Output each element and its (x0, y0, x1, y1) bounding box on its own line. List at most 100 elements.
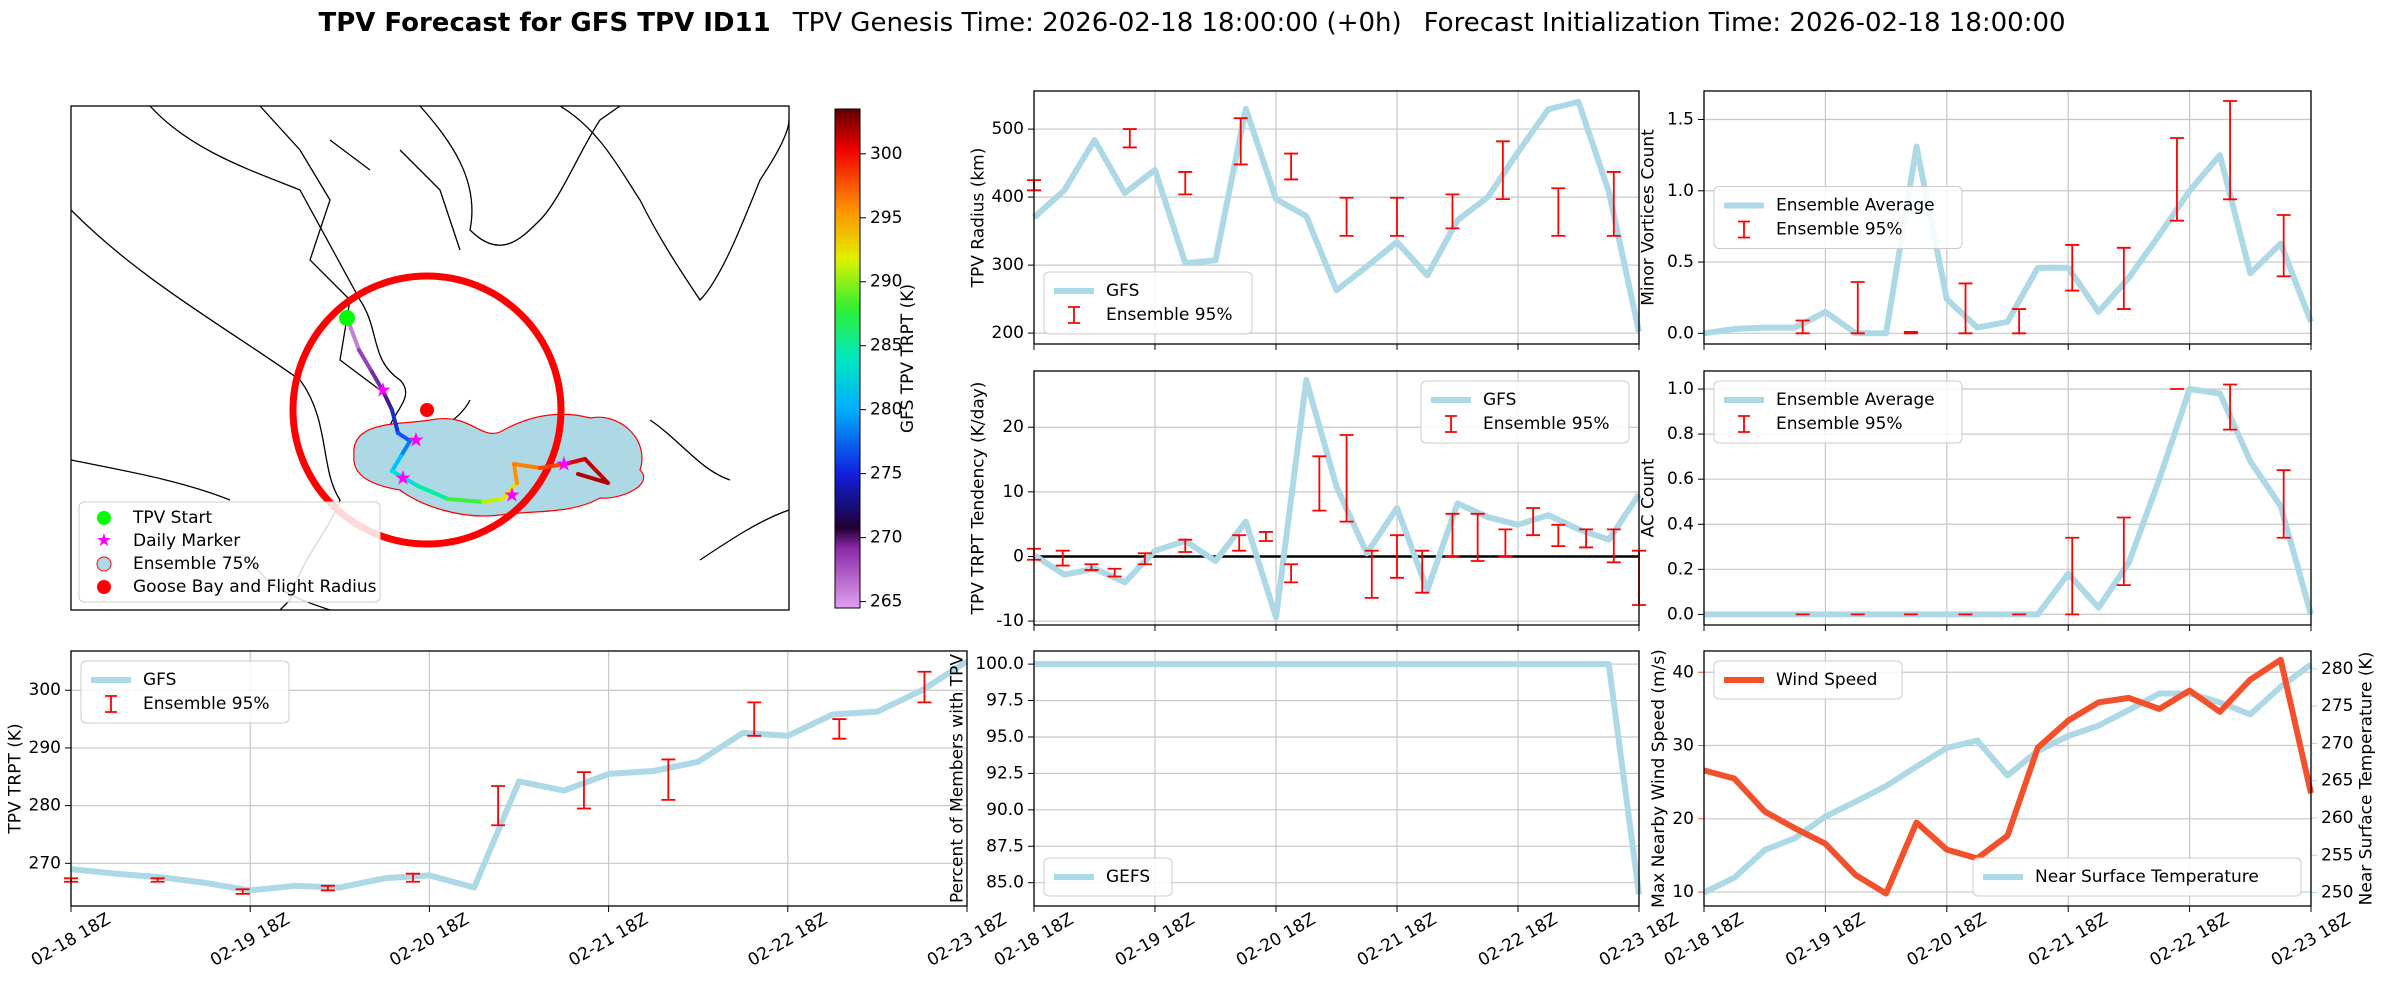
error-bar (1795, 319, 1810, 335)
error-bar (1178, 171, 1193, 196)
colorbar-tick-label: 265 (870, 592, 902, 612)
legend-box (1043, 857, 1173, 897)
error-bar (1526, 507, 1541, 537)
y-tick-label: 1.0 (1667, 379, 1694, 399)
y-tick-label: -10 (996, 611, 1024, 631)
error-bar (405, 872, 420, 883)
daily-markers: ★ ★ ★ ★ ★ (374, 378, 573, 507)
y2-tick-label: 265 (2321, 771, 2353, 791)
y-tick-label: 270 (29, 853, 61, 873)
legend-label: GFS (1483, 390, 1516, 410)
track-segment (390, 408, 400, 435)
legend-label: Daily Marker (133, 531, 240, 551)
x-tick-label: 02-22 18Z (1475, 909, 1561, 970)
legend-label: Ensemble 75% (133, 554, 260, 574)
legend-marker: ★ (96, 530, 112, 551)
error-bar (1284, 563, 1299, 584)
legend-label: Ensemble 95% (1483, 414, 1610, 434)
y-tick-label: 300 (29, 680, 61, 700)
error-bar (2116, 246, 2131, 310)
legend-marker (97, 511, 111, 525)
error-bar (1137, 552, 1152, 566)
error-bar (320, 884, 335, 892)
error-bar (661, 758, 676, 801)
y-tick-label: 0.4 (1667, 514, 1694, 534)
x-tick-label: 02-21 18Z (2025, 909, 2111, 970)
y-axis-label: TPV Radius (km) (969, 148, 989, 289)
x-tick-label: 02-22 18Z (2146, 909, 2232, 970)
legend-label: GFS (1106, 281, 1139, 301)
y2-tick-label: 250 (2321, 883, 2353, 903)
greenland (559, 106, 789, 302)
legend-marker (97, 580, 111, 594)
y-axis-label: Minor Vortices Count (1639, 129, 1659, 306)
error-bar (917, 670, 932, 704)
y2-tick-label: 270 (2321, 733, 2353, 753)
x-tick-label: 02-18 18Z (28, 909, 114, 970)
axes-frame (1703, 650, 2312, 907)
x-tick-label: 02-20 18Z (1904, 909, 1990, 970)
y-tick-label: 0.0 (1667, 604, 1694, 624)
error-bar (1339, 434, 1354, 523)
error-bar (1495, 140, 1510, 201)
error-bar (747, 701, 762, 737)
error-bar (1390, 196, 1404, 237)
colorbar-tick-label: 280 (870, 400, 902, 420)
error-bar (2223, 100, 2238, 201)
legend-swatch (1738, 220, 1750, 239)
y-axis-label: AC Count (1639, 458, 1659, 537)
legend-box (1043, 271, 1253, 335)
flight-radius (289, 272, 565, 548)
x-tick-label: 02-20 18Z (1233, 909, 1319, 970)
colorbar (834, 108, 861, 609)
y2-tick-label: 255 (2321, 845, 2353, 865)
axes-frame (1703, 90, 2312, 345)
track-segment (500, 481, 519, 501)
daily-marker: ★ (374, 378, 392, 402)
error-bar (1958, 282, 1973, 335)
legend-label: Wind Speed (1776, 670, 1877, 690)
coastline (259, 106, 381, 391)
error-bar (1445, 193, 1460, 230)
y-axis-label: Max Nearby Wind Speed (m/s) (1649, 649, 1669, 908)
error-bar (1084, 563, 1099, 571)
legend-swatch (1068, 306, 1080, 324)
y-axis-label: TPV TRPT Tendency (K/day) (969, 382, 989, 616)
track-segment (399, 439, 412, 458)
legend-box (1713, 380, 1963, 444)
colorbar-tick-label: 275 (870, 464, 902, 484)
legend-label: Goose Bay and Flight Radius (133, 577, 377, 597)
y-tick-label: 400 (992, 187, 1024, 207)
coastline (419, 106, 621, 246)
legend-label: TPV Start (132, 508, 213, 528)
error-bar (1312, 455, 1327, 512)
legend: GFS Ensemble 95% (1043, 271, 1253, 335)
error-bar (2276, 214, 2291, 278)
track-segment (370, 370, 385, 393)
error-bar (1284, 152, 1299, 181)
error-bar (1850, 281, 1865, 335)
x-tick-label: 02-19 18Z (1782, 909, 1868, 970)
error-bar (1178, 538, 1193, 553)
series-line (70, 658, 969, 894)
error-bar (491, 785, 506, 827)
y-tick-label: 0.6 (1667, 469, 1694, 489)
y-tick-label: 290 (29, 738, 61, 758)
y-tick-label: 0 (1013, 546, 1024, 566)
error-bar (576, 771, 591, 810)
x-tick-label: 02-20 18Z (386, 909, 472, 970)
track-segment (390, 454, 403, 473)
error-bar (1579, 528, 1594, 549)
legend: GEFS (1043, 857, 1173, 897)
track-segment (381, 389, 394, 412)
legend: Ensemble Average Ensemble 95% (1713, 380, 1963, 444)
error-bar (1390, 534, 1404, 579)
track-segment (357, 348, 374, 374)
y-tick-label: 10 (1672, 882, 1694, 902)
legend-swatch (1738, 415, 1750, 433)
x-tick-label: 02-19 18Z (1112, 909, 1198, 970)
error-bar (2065, 244, 2080, 292)
legend-box (1972, 857, 2302, 897)
x-tick-label: 02-23 18Z (2268, 909, 2354, 970)
